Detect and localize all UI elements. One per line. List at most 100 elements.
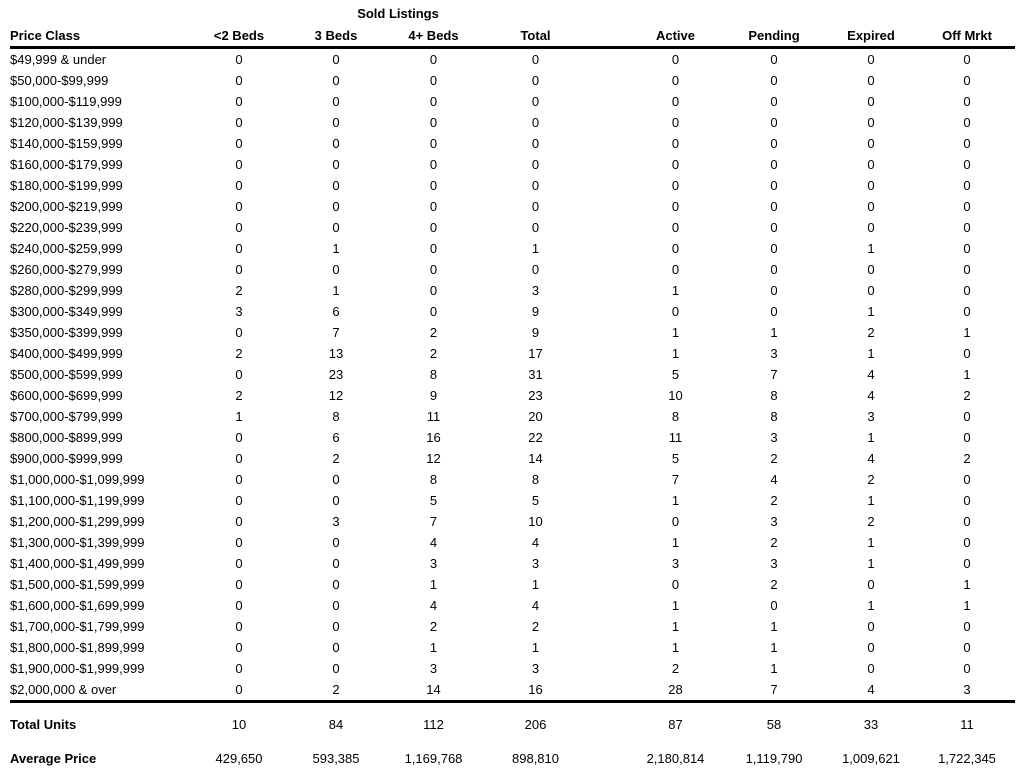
- table-row: $200,000-$219,999 0 0 0 0 0 0 0 0: [10, 196, 1015, 217]
- value-cell: 0: [235, 73, 243, 88]
- value-cell: 4: [867, 451, 875, 466]
- average-price-3-beds: 593,385: [312, 751, 360, 766]
- value-cell: 0: [671, 262, 680, 277]
- value-cell: 0: [770, 199, 778, 214]
- value-cell: 0: [332, 661, 340, 676]
- value-cell: 2: [867, 325, 875, 340]
- value-cell: 3: [867, 409, 875, 424]
- value-cell: 0: [770, 283, 778, 298]
- value-cell: 2: [235, 346, 243, 361]
- table-row: $100,000-$119,999 0 0 0 0 0 0 0 0: [10, 91, 1015, 112]
- value-cell: 1: [963, 325, 971, 340]
- value-cell: 14: [426, 682, 441, 697]
- table-row: $900,000-$999,999 0 2 12 14 5 2 4 2: [10, 448, 1015, 469]
- value-cell: 0: [235, 220, 243, 235]
- value-cell: 0: [332, 136, 340, 151]
- value-cell: 0: [531, 94, 540, 109]
- value-cell: 16: [426, 430, 441, 445]
- price-class-cell: $700,000-$799,999: [10, 409, 123, 424]
- value-cell: 0: [770, 157, 778, 172]
- value-cell: 0: [531, 220, 540, 235]
- value-cell: 0: [671, 115, 680, 130]
- table-row: $220,000-$239,999 0 0 0 0 0 0 0 0: [10, 217, 1015, 238]
- value-cell: 0: [332, 220, 340, 235]
- value-cell: 17: [528, 346, 543, 361]
- value-cell: 0: [671, 157, 680, 172]
- value-cell: 2: [770, 493, 778, 508]
- value-cell: 0: [429, 94, 438, 109]
- value-cell: 5: [671, 451, 680, 466]
- value-cell: 8: [770, 409, 778, 424]
- average-price-expired: 1,009,621: [842, 751, 900, 766]
- value-cell: 2: [235, 283, 243, 298]
- sold-listings-table: Sold Listings Price Class <2 Beds 3 Beds…: [10, 3, 1015, 769]
- value-cell: 11: [668, 430, 683, 445]
- value-cell: 0: [531, 115, 540, 130]
- value-cell: 0: [867, 178, 875, 193]
- value-cell: 2: [332, 682, 340, 697]
- value-cell: 1: [429, 640, 438, 655]
- value-cell: 0: [429, 241, 438, 256]
- price-class-cell: $1,800,000-$1,899,999: [10, 640, 145, 655]
- group-header-row: Sold Listings: [10, 3, 1015, 25]
- value-cell: 0: [332, 52, 340, 67]
- value-cell: 0: [235, 367, 243, 382]
- table-summary: Total Units 10 84 112 206 87 58 33 11 Av…: [10, 702, 1015, 769]
- price-class-cell: $350,000-$399,999: [10, 325, 123, 340]
- value-cell: 1: [867, 493, 875, 508]
- value-cell: 1: [867, 535, 875, 550]
- value-cell: 0: [963, 409, 971, 424]
- value-cell: 0: [867, 136, 875, 151]
- value-cell: 0: [235, 262, 243, 277]
- value-cell: 8: [429, 472, 438, 487]
- value-cell: 1: [671, 598, 680, 613]
- column-header-pending: Pending: [748, 28, 800, 43]
- table-row: $240,000-$259,999 0 1 0 1 0 0 1 0: [10, 238, 1015, 259]
- value-cell: 3: [332, 514, 340, 529]
- value-cell: 0: [332, 598, 340, 613]
- value-cell: 1: [867, 598, 875, 613]
- value-cell: 0: [867, 619, 875, 634]
- value-cell: 0: [531, 52, 540, 67]
- price-class-cell: $2,000,000 & over: [10, 682, 117, 697]
- value-cell: 0: [531, 157, 540, 172]
- value-cell: 0: [235, 178, 243, 193]
- column-header-4plus-beds: 4+ Beds: [408, 28, 459, 43]
- value-cell: 0: [867, 661, 875, 676]
- price-class-cell: $260,000-$279,999: [10, 262, 123, 277]
- value-cell: 2: [429, 346, 438, 361]
- table-row: $1,900,000-$1,999,999 0 0 3 3 2 1 0 0: [10, 658, 1015, 679]
- value-cell: 5: [531, 493, 540, 508]
- value-cell: 0: [332, 199, 340, 214]
- value-cell: 0: [332, 472, 340, 487]
- value-cell: 0: [235, 451, 243, 466]
- table-row: $1,200,000-$1,299,999 0 3 7 10 0 3 2 0: [10, 511, 1015, 532]
- value-cell: 0: [531, 136, 540, 151]
- value-cell: 0: [770, 220, 778, 235]
- table-row: $49,999 & under 0 0 0 0 0 0 0 0: [10, 48, 1015, 71]
- value-cell: 2: [429, 619, 438, 634]
- value-cell: 8: [332, 409, 340, 424]
- value-cell: 4: [867, 682, 875, 697]
- value-cell: 0: [332, 493, 340, 508]
- value-cell: 0: [332, 619, 340, 634]
- value-cell: 0: [671, 178, 680, 193]
- value-cell: 8: [671, 409, 680, 424]
- value-cell: 2: [770, 577, 778, 592]
- value-cell: 0: [963, 157, 971, 172]
- price-class-cell: $1,700,000-$1,799,999: [10, 619, 145, 634]
- value-cell: 1: [671, 493, 680, 508]
- price-class-cell: $500,000-$599,999: [10, 367, 123, 382]
- value-cell: 0: [963, 430, 971, 445]
- value-cell: 2: [770, 451, 778, 466]
- table-row: $600,000-$699,999 2 12 9 23 10 8 4 2: [10, 385, 1015, 406]
- value-cell: 0: [235, 115, 243, 130]
- table-row: $1,600,000-$1,699,999 0 0 4 4 1 0 1 1: [10, 595, 1015, 616]
- table-row: $1,500,000-$1,599,999 0 0 1 1 0 2 0 1: [10, 574, 1015, 595]
- total-units-pending: 58: [766, 717, 782, 732]
- value-cell: 2: [770, 535, 778, 550]
- average-price-label: Average Price: [10, 751, 97, 766]
- value-cell: 9: [531, 325, 540, 340]
- value-cell: 23: [528, 388, 543, 403]
- value-cell: 0: [963, 178, 971, 193]
